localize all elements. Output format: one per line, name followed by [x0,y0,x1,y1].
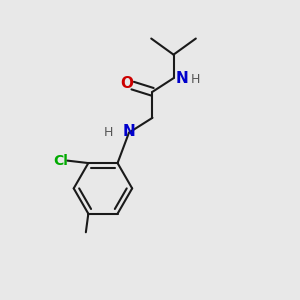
Text: Cl: Cl [54,154,68,168]
Text: N: N [176,71,189,86]
Text: H: H [103,126,113,139]
Text: O: O [120,76,133,91]
Text: N: N [123,124,135,139]
Text: H: H [190,73,200,86]
